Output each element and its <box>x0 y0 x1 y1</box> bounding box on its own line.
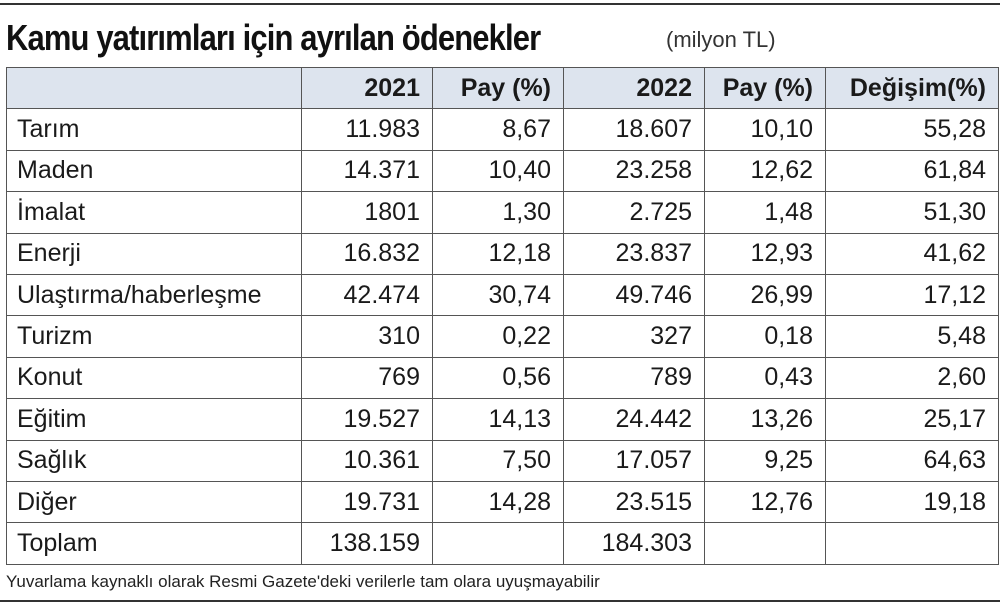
value-2022-cell: 23.837 <box>563 232 705 275</box>
share-2022-cell: 9,25 <box>704 439 826 482</box>
table-row: Toplam 138.159 184.303 <box>6 522 999 565</box>
value-2021-cell: 1801 <box>301 191 433 234</box>
table-title: Kamu yatırımları için ayrılan ödenekler … <box>6 16 776 68</box>
share-2021-cell: 14,13 <box>432 398 564 441</box>
header-cell-2022: 2022 <box>563 66 705 110</box>
value-2022-cell: 23.515 <box>563 480 705 524</box>
header-row: 2021 Pay (%) 2022 Pay (%) Değişim(%) <box>6 66 999 110</box>
share-2021-cell <box>432 522 564 565</box>
change-cell: 55,28 <box>825 108 999 151</box>
share-2022-cell: 0,18 <box>704 315 826 358</box>
table-row: Maden 14.371 10,40 23.258 12,62 61,84 <box>6 149 999 193</box>
change-cell: 19,18 <box>825 480 999 524</box>
top-rule <box>0 3 1000 5</box>
share-2021-cell: 12,18 <box>432 232 564 275</box>
change-cell: 5,48 <box>825 315 999 358</box>
value-2022-cell: 789 <box>563 356 705 400</box>
share-2022-cell: 12,62 <box>704 149 826 193</box>
table-row: Tarım 11.983 8,67 18.607 10,10 55,28 <box>6 108 999 151</box>
value-2022-cell: 2.725 <box>563 191 705 234</box>
sector-cell: Sağlık <box>6 439 302 482</box>
value-2022-cell: 184.303 <box>563 522 705 565</box>
change-cell: 61,84 <box>825 149 999 193</box>
share-2022-cell: 10,10 <box>704 108 826 151</box>
value-2021-cell: 14.371 <box>301 149 433 193</box>
change-cell: 2,60 <box>825 356 999 400</box>
value-2022-cell: 327 <box>563 315 705 358</box>
header-cell-sector <box>6 66 302 110</box>
value-2022-cell: 49.746 <box>563 273 705 317</box>
share-2022-cell: 26,99 <box>704 273 826 317</box>
value-2021-cell: 19.731 <box>301 480 433 524</box>
header-cell-share-2022: Pay (%) <box>704 66 826 110</box>
header-cell-change: Değişim(%) <box>825 66 999 110</box>
sector-cell: İmalat <box>6 191 302 234</box>
share-2022-cell: 0,43 <box>704 356 826 400</box>
footnote: Yuvarlama kaynaklı olarak Resmi Gazete'd… <box>6 572 600 591</box>
sector-cell: Enerji <box>6 232 302 275</box>
value-2021-cell: 11.983 <box>301 108 433 151</box>
share-2021-cell: 1,30 <box>432 191 564 234</box>
table-row: Enerji 16.832 12,18 23.837 12,93 41,62 <box>6 232 999 275</box>
share-2022-cell <box>704 522 826 565</box>
value-2022-cell: 17.057 <box>563 439 705 482</box>
table-row: Eğitim 19.527 14,13 24.442 13,26 25,17 <box>6 398 999 441</box>
table-body: Tarım 11.983 8,67 18.607 10,10 55,28 Maden 14.3… <box>6 108 999 565</box>
share-2021-cell: 0,56 <box>432 356 564 400</box>
share-2021-cell: 8,67 <box>432 108 564 151</box>
change-cell: 17,12 <box>825 273 999 317</box>
change-cell: 41,62 <box>825 232 999 275</box>
header-cell-2021: 2021 <box>301 66 433 110</box>
bottom-rule <box>0 600 1000 602</box>
title-text: Kamu yatırımları için ayrılan ödenekler <box>6 17 541 58</box>
value-2021-cell: 10.361 <box>301 439 433 482</box>
unit-label: (milyon TL) <box>666 27 776 52</box>
change-cell: 25,17 <box>825 398 999 441</box>
share-2021-cell: 14,28 <box>432 480 564 524</box>
share-2021-cell: 0,22 <box>432 315 564 358</box>
sector-cell: Maden <box>6 149 302 193</box>
value-2021-cell: 19.527 <box>301 398 433 441</box>
value-2021-cell: 769 <box>301 356 433 400</box>
sector-cell: Turizm <box>6 315 302 358</box>
value-2022-cell: 24.442 <box>563 398 705 441</box>
share-2022-cell: 13,26 <box>704 398 826 441</box>
value-2021-cell: 42.474 <box>301 273 433 317</box>
value-2022-cell: 23.258 <box>563 149 705 193</box>
share-2022-cell: 12,93 <box>704 232 826 275</box>
sector-cell: Eğitim <box>6 398 302 441</box>
sector-cell: Ulaştırma/haberleşme <box>6 273 302 317</box>
change-cell: 51,30 <box>825 191 999 234</box>
value-2021-cell: 138.159 <box>301 522 433 565</box>
table-row: Diğer 19.731 14,28 23.515 12,76 19,18 <box>6 480 999 524</box>
table-row: Sağlık 10.361 7,50 17.057 9,25 64,63 <box>6 439 999 482</box>
allocation-table: 2021 Pay (%) 2022 Pay (%) Değişim(%) Tar… <box>6 66 999 565</box>
share-2021-cell: 7,50 <box>432 439 564 482</box>
share-2022-cell: 1,48 <box>704 191 826 234</box>
change-cell: 64,63 <box>825 439 999 482</box>
table-row: İmalat 1801 1,30 2.725 1,48 51,30 <box>6 191 999 234</box>
sector-cell: Konut <box>6 356 302 400</box>
sector-cell: Toplam <box>6 522 302 565</box>
table-row: Turizm 310 0,22 327 0,18 5,48 <box>6 315 999 358</box>
table-row: Konut 769 0,56 789 0,43 2,60 <box>6 356 999 400</box>
sector-cell: Diğer <box>6 480 302 524</box>
value-2021-cell: 310 <box>301 315 433 358</box>
value-2021-cell: 16.832 <box>301 232 433 275</box>
share-2021-cell: 10,40 <box>432 149 564 193</box>
change-cell <box>825 522 999 565</box>
sector-cell: Tarım <box>6 108 302 151</box>
table-row: Ulaştırma/haberleşme 42.474 30,74 49.746 26,… <box>6 273 999 317</box>
value-2022-cell: 18.607 <box>563 108 705 151</box>
header-cell-share-2021: Pay (%) <box>432 66 564 110</box>
share-2022-cell: 12,76 <box>704 480 826 524</box>
share-2021-cell: 30,74 <box>432 273 564 317</box>
